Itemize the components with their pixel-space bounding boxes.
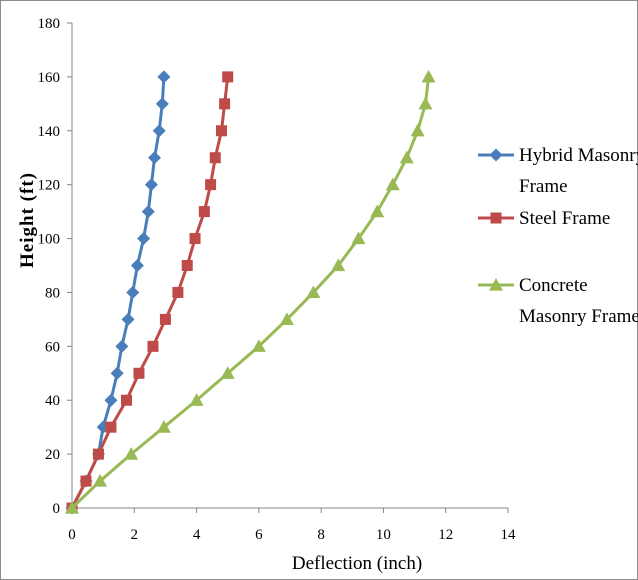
x-axis-title: Deflection (inch) bbox=[292, 553, 422, 574]
data-point-hybrid-masonry-frame bbox=[141, 205, 155, 219]
data-point-steel-frame bbox=[92, 448, 104, 460]
data-point-concrete-masonry-frame bbox=[418, 96, 433, 110]
data-point-steel-frame bbox=[121, 394, 132, 406]
legend-marker-steel-frame bbox=[490, 212, 502, 224]
data-point-hybrid-masonry-frame bbox=[115, 339, 129, 353]
data-point-hybrid-masonry-frame bbox=[121, 312, 135, 326]
data-point-steel-frame bbox=[215, 125, 227, 137]
data-point-steel-frame bbox=[80, 475, 92, 487]
legend-label-concrete-masonry-frame: Concrete bbox=[519, 275, 588, 296]
x-tick-label: 14 bbox=[501, 527, 517, 543]
x-tick-label: 8 bbox=[317, 527, 325, 543]
legend-label-hybrid-masonry-frame: Hybrid Masonry bbox=[519, 145, 638, 166]
data-point-hybrid-masonry-frame bbox=[155, 97, 169, 111]
data-point-concrete-masonry-frame bbox=[251, 339, 266, 352]
data-point-concrete-masonry-frame bbox=[410, 123, 425, 137]
y-tick-label: 180 bbox=[38, 16, 61, 32]
series-line-concrete-masonry-frame bbox=[70, 76, 431, 510]
data-point-concrete-masonry-frame bbox=[370, 204, 385, 218]
data-point-steel-frame bbox=[222, 71, 234, 83]
series-line-hybrid-masonry-frame bbox=[70, 76, 166, 509]
data-point-concrete-masonry-frame bbox=[189, 393, 204, 406]
data-point-concrete-masonry-frame bbox=[93, 474, 108, 487]
data-point-steel-frame bbox=[198, 206, 210, 218]
series-line-steel-frame bbox=[70, 76, 230, 509]
data-point-steel-frame bbox=[159, 313, 171, 325]
data-point-steel-frame bbox=[209, 152, 221, 164]
data-point-hybrid-masonry-frame bbox=[110, 366, 124, 380]
data-point-hybrid-masonry-frame bbox=[104, 393, 118, 407]
data-point-concrete-masonry-frame bbox=[421, 69, 436, 83]
y-tick-label: 80 bbox=[45, 285, 60, 301]
data-point-hybrid-masonry-frame bbox=[126, 285, 140, 299]
data-point-concrete-masonry-frame bbox=[351, 231, 366, 245]
data-point-concrete-masonry-frame bbox=[156, 420, 171, 433]
data-point-steel-frame bbox=[133, 367, 145, 379]
legend-marker-hybrid-masonry-frame bbox=[489, 148, 503, 162]
legend-label-concrete-masonry-frame: Masonry Frame bbox=[519, 306, 638, 327]
data-point-hybrid-masonry-frame bbox=[152, 124, 166, 138]
legend-marker-concrete-masonry-frame bbox=[489, 278, 503, 291]
legend-label-hybrid-masonry-frame: Frame bbox=[519, 176, 568, 197]
legend-label-steel-frame: Steel Frame bbox=[519, 208, 610, 229]
y-tick-label: 100 bbox=[38, 232, 61, 248]
data-point-hybrid-masonry-frame bbox=[130, 259, 144, 272]
x-tick-label: 6 bbox=[255, 527, 263, 543]
y-tick-label: 120 bbox=[38, 178, 61, 194]
data-point-steel-frame bbox=[219, 98, 231, 110]
x-tick-label: 2 bbox=[131, 527, 139, 543]
y-tick-label: 20 bbox=[45, 447, 60, 463]
x-tick-label: 0 bbox=[68, 527, 76, 543]
data-point-hybrid-masonry-frame bbox=[148, 151, 162, 165]
data-point-concrete-masonry-frame bbox=[331, 258, 346, 272]
data-point-steel-frame bbox=[105, 421, 117, 433]
data-point-steel-frame bbox=[147, 340, 159, 352]
data-point-concrete-masonry-frame bbox=[399, 150, 414, 164]
data-point-hybrid-masonry-frame bbox=[157, 70, 171, 84]
data-point-concrete-masonry-frame bbox=[220, 366, 235, 379]
data-point-hybrid-masonry-frame bbox=[137, 232, 151, 246]
y-tick-label: 40 bbox=[45, 393, 60, 409]
y-axis-title: Height (ft) bbox=[17, 172, 38, 268]
data-point-steel-frame bbox=[181, 260, 193, 271]
x-tick-label: 4 bbox=[193, 527, 201, 543]
y-tick-label: 160 bbox=[38, 70, 61, 86]
x-tick-label: 12 bbox=[438, 527, 453, 543]
data-point-concrete-masonry-frame bbox=[279, 312, 294, 325]
data-point-steel-frame bbox=[189, 233, 201, 245]
y-tick-label: 0 bbox=[53, 501, 61, 517]
data-point-steel-frame bbox=[172, 286, 184, 298]
data-point-concrete-masonry-frame bbox=[124, 447, 139, 460]
data-point-concrete-masonry-frame bbox=[65, 501, 79, 514]
y-tick-label: 140 bbox=[38, 124, 61, 140]
data-point-concrete-masonry-frame bbox=[306, 285, 321, 299]
data-point-concrete-masonry-frame bbox=[385, 177, 400, 191]
data-point-hybrid-masonry-frame bbox=[144, 178, 158, 192]
data-point-steel-frame bbox=[205, 179, 217, 191]
x-tick-label: 10 bbox=[376, 527, 391, 543]
y-tick-label: 60 bbox=[45, 339, 60, 355]
